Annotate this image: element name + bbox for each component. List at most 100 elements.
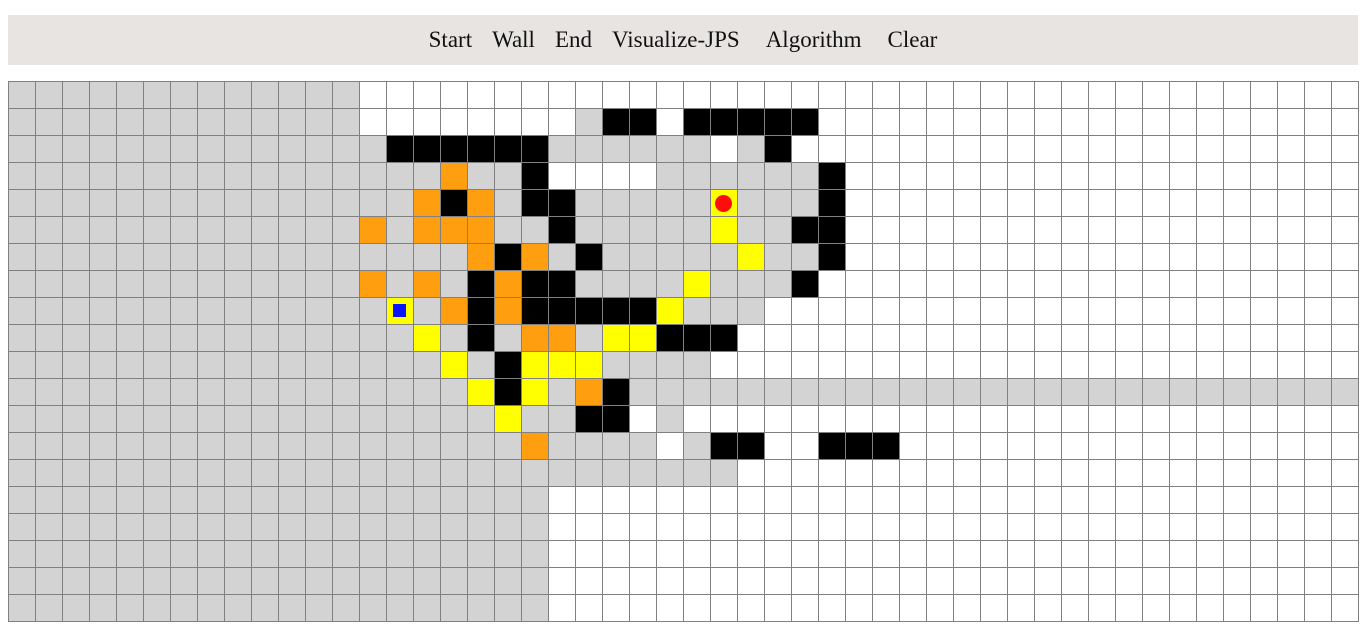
visited-cell[interactable] bbox=[198, 244, 225, 271]
grid-cell[interactable] bbox=[1116, 163, 1143, 190]
grid-cell[interactable] bbox=[873, 325, 900, 352]
grid-cell[interactable] bbox=[711, 82, 738, 109]
visited-cell[interactable] bbox=[441, 379, 468, 406]
grid-cell[interactable] bbox=[1251, 136, 1278, 163]
visited-cell[interactable] bbox=[360, 514, 387, 541]
grid-cell[interactable] bbox=[1143, 406, 1170, 433]
visited-cell[interactable] bbox=[36, 379, 63, 406]
grid-cell[interactable] bbox=[1197, 163, 1224, 190]
grid-cell[interactable] bbox=[792, 325, 819, 352]
grid-cell[interactable] bbox=[927, 568, 954, 595]
grid-cell[interactable] bbox=[1116, 298, 1143, 325]
grid-cell[interactable] bbox=[900, 82, 927, 109]
visited-cell[interactable] bbox=[333, 460, 360, 487]
grid-cell[interactable] bbox=[1143, 514, 1170, 541]
visited-cell[interactable] bbox=[117, 217, 144, 244]
visited-cell[interactable] bbox=[846, 379, 873, 406]
visited-cell[interactable] bbox=[252, 190, 279, 217]
wall-cell[interactable] bbox=[684, 325, 711, 352]
visited-cell[interactable] bbox=[306, 136, 333, 163]
grid-cell[interactable] bbox=[1224, 190, 1251, 217]
grid-cell[interactable] bbox=[765, 82, 792, 109]
visited-cell[interactable] bbox=[576, 217, 603, 244]
visited-cell[interactable] bbox=[360, 325, 387, 352]
grid-cell[interactable] bbox=[1170, 568, 1197, 595]
grid-cell[interactable] bbox=[1251, 568, 1278, 595]
grid-cell[interactable] bbox=[657, 568, 684, 595]
grid-cell[interactable] bbox=[360, 82, 387, 109]
visited-cell[interactable] bbox=[414, 541, 441, 568]
open-cell[interactable] bbox=[495, 298, 522, 325]
grid-cell[interactable] bbox=[1143, 136, 1170, 163]
visited-cell[interactable] bbox=[603, 460, 630, 487]
grid-cell[interactable] bbox=[981, 514, 1008, 541]
visited-cell[interactable] bbox=[117, 82, 144, 109]
grid-cell[interactable] bbox=[954, 325, 981, 352]
visited-cell[interactable] bbox=[279, 460, 306, 487]
visited-cell[interactable] bbox=[9, 568, 36, 595]
visited-cell[interactable] bbox=[117, 541, 144, 568]
grid-cell[interactable] bbox=[1332, 82, 1359, 109]
grid-cell[interactable] bbox=[765, 541, 792, 568]
grid-cell[interactable] bbox=[873, 82, 900, 109]
visited-cell[interactable] bbox=[144, 460, 171, 487]
grid-cell[interactable] bbox=[1062, 541, 1089, 568]
grid-cell[interactable] bbox=[981, 244, 1008, 271]
grid-cell[interactable] bbox=[927, 541, 954, 568]
grid-cell[interactable] bbox=[1008, 190, 1035, 217]
grid-cell[interactable] bbox=[1197, 271, 1224, 298]
grid-cell[interactable] bbox=[1116, 406, 1143, 433]
visited-cell[interactable] bbox=[279, 325, 306, 352]
visited-cell[interactable] bbox=[468, 541, 495, 568]
visited-cell[interactable] bbox=[576, 190, 603, 217]
visited-cell[interactable] bbox=[90, 271, 117, 298]
grid-cell[interactable] bbox=[900, 109, 927, 136]
grid-cell[interactable] bbox=[1251, 541, 1278, 568]
visited-cell[interactable] bbox=[225, 190, 252, 217]
wall-cell[interactable] bbox=[819, 244, 846, 271]
visited-cell[interactable] bbox=[198, 514, 225, 541]
path-cell[interactable] bbox=[468, 379, 495, 406]
grid-cell[interactable] bbox=[981, 190, 1008, 217]
visited-cell[interactable] bbox=[279, 244, 306, 271]
grid-cell[interactable] bbox=[711, 595, 738, 622]
grid-cell[interactable] bbox=[1116, 433, 1143, 460]
visited-cell[interactable] bbox=[684, 352, 711, 379]
grid-cell[interactable] bbox=[792, 568, 819, 595]
visited-cell[interactable] bbox=[981, 379, 1008, 406]
visited-cell[interactable] bbox=[657, 244, 684, 271]
visited-cell[interactable] bbox=[333, 271, 360, 298]
wall-cell[interactable] bbox=[387, 136, 414, 163]
grid-cell[interactable] bbox=[954, 244, 981, 271]
grid-cell[interactable] bbox=[1008, 514, 1035, 541]
grid-cell[interactable] bbox=[1305, 190, 1332, 217]
start-button[interactable]: Start bbox=[428, 27, 473, 52]
visited-cell[interactable] bbox=[252, 271, 279, 298]
visited-cell[interactable] bbox=[333, 352, 360, 379]
grid-cell[interactable] bbox=[1251, 460, 1278, 487]
grid-cell[interactable] bbox=[1062, 217, 1089, 244]
grid-cell[interactable] bbox=[1170, 136, 1197, 163]
grid-cell[interactable] bbox=[765, 568, 792, 595]
grid-cell[interactable] bbox=[819, 541, 846, 568]
visited-cell[interactable] bbox=[198, 406, 225, 433]
visited-cell[interactable] bbox=[522, 487, 549, 514]
visited-cell[interactable] bbox=[36, 460, 63, 487]
visited-cell[interactable] bbox=[576, 109, 603, 136]
visited-cell[interactable] bbox=[657, 271, 684, 298]
visited-cell[interactable] bbox=[387, 406, 414, 433]
visited-cell[interactable] bbox=[225, 163, 252, 190]
wall-cell[interactable] bbox=[522, 190, 549, 217]
visited-cell[interactable] bbox=[1305, 379, 1332, 406]
visited-cell[interactable] bbox=[765, 190, 792, 217]
grid-cell[interactable] bbox=[1008, 298, 1035, 325]
visited-cell[interactable] bbox=[684, 163, 711, 190]
visited-cell[interactable] bbox=[225, 136, 252, 163]
visited-cell[interactable] bbox=[576, 460, 603, 487]
visited-cell[interactable] bbox=[252, 109, 279, 136]
grid-cell[interactable] bbox=[954, 109, 981, 136]
visited-cell[interactable] bbox=[549, 460, 576, 487]
grid-cell[interactable] bbox=[630, 568, 657, 595]
wall-cell[interactable] bbox=[522, 298, 549, 325]
visited-cell[interactable] bbox=[684, 433, 711, 460]
